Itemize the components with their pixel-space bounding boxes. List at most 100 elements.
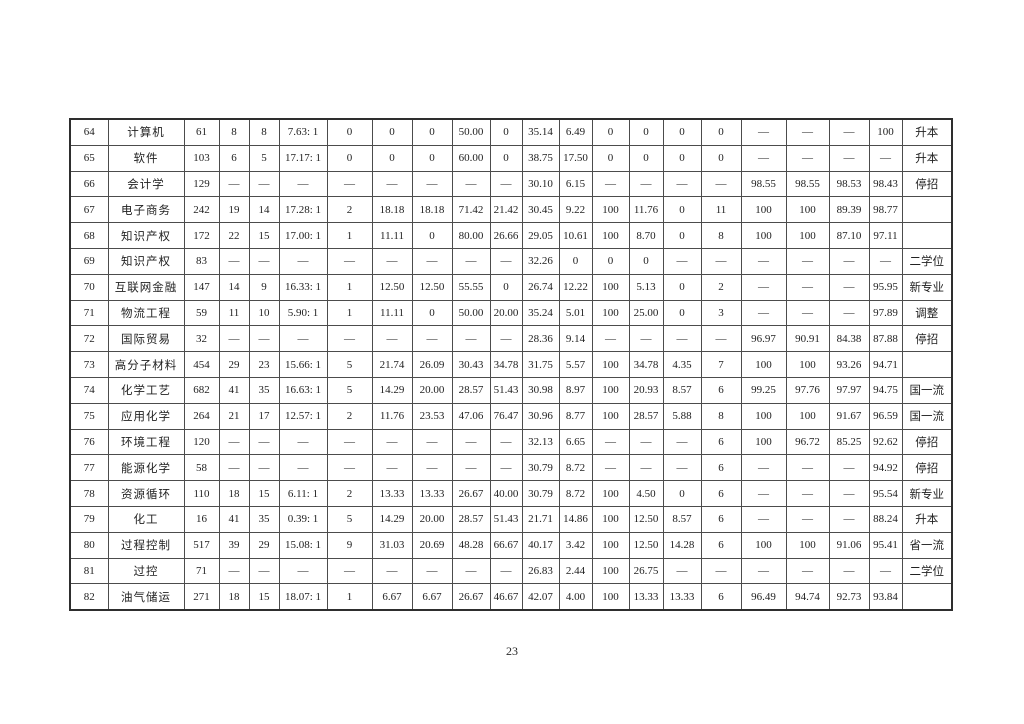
value-cell: 61 <box>183 118 220 146</box>
value-cell: — <box>828 505 870 533</box>
value-cell: 21 <box>218 402 250 430</box>
value-cell: 34.78 <box>489 351 523 378</box>
value-cell: 5.13 <box>628 273 664 301</box>
value-cell: 95.41 <box>868 531 903 559</box>
value-cell: 59 <box>183 299 220 327</box>
value-cell: 83 <box>183 247 220 275</box>
value-cell: 80.00 <box>451 222 491 249</box>
value-cell: 35 <box>248 376 280 404</box>
major-name-cell: 软件 <box>107 144 185 172</box>
table-row: 77 能源化学 58— — — — — — — —30.79 8.72— — —6— — —94.92 停招 <box>69 454 953 482</box>
value-cell: 12.50 <box>371 273 413 301</box>
value-cell: 8 <box>218 118 250 146</box>
value-cell: 84.38 <box>828 325 870 353</box>
statistics-table: 64 计算机 61 8 8 7.63: 1 0 0 0 50.00 0 35.14 6.49 0 0 0 0— —… <box>69 118 953 612</box>
value-cell: 94.75 <box>868 376 903 404</box>
value-cell: 6 <box>700 480 742 507</box>
remark-cell: 二学位 <box>901 557 953 585</box>
value-cell: — <box>628 428 664 456</box>
value-cell: — <box>489 428 523 456</box>
value-cell: 0 <box>662 299 702 327</box>
value-cell: — <box>411 454 453 482</box>
value-cell: — <box>740 454 787 482</box>
value-cell: 0 <box>662 222 702 249</box>
value-cell: 88.24 <box>868 505 903 533</box>
remark-cell: 新专业 <box>901 273 953 301</box>
row-index-cell: 64 <box>69 118 109 146</box>
value-cell: 85.25 <box>828 428 870 456</box>
value-cell: 9 <box>326 531 373 559</box>
remark-cell: 升本 <box>901 505 953 533</box>
value-cell: 98.77 <box>868 196 903 224</box>
value-cell: — <box>248 454 280 482</box>
value-cell: 32.26 <box>521 247 560 275</box>
value-cell: 100 <box>868 118 903 146</box>
value-cell: 8.72 <box>558 480 593 507</box>
row-index-cell: 82 <box>69 583 109 611</box>
remark-cell: 停招 <box>901 325 953 353</box>
value-cell: 35.14 <box>521 118 560 146</box>
value-cell: 55.55 <box>451 273 491 301</box>
value-cell: 96.97 <box>740 325 787 353</box>
value-cell: 0 <box>411 118 453 146</box>
value-cell: 28.57 <box>628 402 664 430</box>
value-cell: 18.18 <box>371 196 413 224</box>
value-cell: 15.66: 1 <box>278 351 328 378</box>
value-cell: 0 <box>489 273 523 301</box>
value-cell: — <box>785 273 830 301</box>
value-cell: 4.00 <box>558 583 593 611</box>
value-cell: 18 <box>218 480 250 507</box>
value-cell: 51.43 <box>489 505 523 533</box>
value-cell: 11.11 <box>371 299 413 327</box>
remark-cell <box>901 583 953 611</box>
remark-cell: 国一流 <box>901 376 953 404</box>
value-cell: 51.43 <box>489 376 523 404</box>
value-cell: — <box>591 325 630 353</box>
value-cell: — <box>662 170 702 198</box>
value-cell: 12.57: 1 <box>278 402 328 430</box>
value-cell: 6 <box>700 376 742 404</box>
value-cell: — <box>700 247 742 275</box>
value-cell: 9 <box>248 273 280 301</box>
value-cell: 14 <box>218 273 250 301</box>
value-cell: 0 <box>411 299 453 327</box>
value-cell: 5 <box>326 376 373 404</box>
value-cell: — <box>371 428 413 456</box>
value-cell: 12.50 <box>628 531 664 559</box>
value-cell: — <box>868 247 903 275</box>
value-cell: — <box>785 557 830 585</box>
value-cell: 6 <box>700 505 742 533</box>
value-cell: 5.90: 1 <box>278 299 328 327</box>
value-cell: — <box>248 428 280 456</box>
value-cell: — <box>371 557 413 585</box>
value-cell: 40.17 <box>521 531 560 559</box>
value-cell: — <box>662 557 702 585</box>
value-cell: — <box>785 118 830 146</box>
value-cell: — <box>411 325 453 353</box>
value-cell: 22 <box>218 222 250 249</box>
value-cell: 19 <box>218 196 250 224</box>
remark-cell <box>901 351 953 378</box>
value-cell: 100 <box>740 351 787 378</box>
value-cell: 147 <box>183 273 220 301</box>
table-row: 64 计算机 61 8 8 7.63: 1 0 0 0 50.00 0 35.14 6.49 0 0 0 0— —… <box>69 118 953 146</box>
value-cell: 0 <box>662 480 702 507</box>
value-cell: 17 <box>248 402 280 430</box>
table-row: 68 知识产权 172 22 15 17.00: 1 1 11.11 0 80.00 26.66 29… <box>69 222 953 249</box>
value-cell: 99.25 <box>740 376 787 404</box>
major-name-cell: 应用化学 <box>107 402 185 430</box>
value-cell: 242 <box>183 196 220 224</box>
value-cell: 2.44 <box>558 557 593 585</box>
value-cell: 26.74 <box>521 273 560 301</box>
value-cell: 8 <box>700 402 742 430</box>
value-cell: 50.00 <box>451 118 491 146</box>
value-cell: 14 <box>248 196 280 224</box>
value-cell: 100 <box>591 402 630 430</box>
value-cell: — <box>785 247 830 275</box>
value-cell: 97.89 <box>868 299 903 327</box>
value-cell: — <box>740 118 787 146</box>
table-row: 66 会计学 129— — — — — — — —30.10 6.15— — — —98.55 98.55 9… <box>69 170 953 198</box>
value-cell: 5 <box>326 505 373 533</box>
value-cell: 92.73 <box>828 583 870 611</box>
table-row: 71 物流工程 59 11 10 5.90: 1 1 11.11 0 50.00 20.00 35.2… <box>69 299 953 327</box>
